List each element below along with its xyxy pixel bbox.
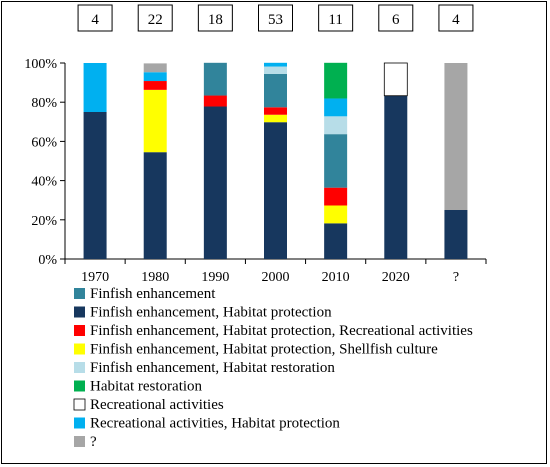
legend-label: Finfish enhancement, Habitat protection bbox=[90, 305, 332, 321]
x-tick-label: 2010 bbox=[322, 270, 350, 285]
count-box bbox=[197, 4, 233, 32]
legend-swatch bbox=[74, 362, 85, 373]
count-label: 18 bbox=[208, 12, 223, 28]
legend-swatch bbox=[74, 325, 85, 336]
bar-segment bbox=[324, 223, 348, 259]
legend-label: Finfish enhancement, Habitat restoration bbox=[90, 360, 335, 376]
bar-segment bbox=[203, 106, 227, 260]
count-box bbox=[77, 4, 113, 32]
bar-segment bbox=[324, 98, 348, 117]
legend-swatch bbox=[74, 436, 85, 447]
bar-segment bbox=[203, 95, 227, 107]
legend-label: Finfish enhancement bbox=[90, 286, 216, 302]
bar-segment bbox=[324, 187, 348, 206]
legend-label: Recreational activities bbox=[90, 397, 224, 413]
bar-segment bbox=[324, 116, 348, 135]
count-label: 22 bbox=[148, 12, 163, 28]
bar-segment bbox=[324, 134, 348, 188]
count-label: 11 bbox=[328, 12, 342, 28]
x-tick-labels: 1970 1980 1990 2000 2010 2020? bbox=[81, 270, 459, 285]
bar-segment bbox=[143, 81, 167, 90]
y-tick-label: 100% bbox=[24, 57, 57, 72]
x-tick-label: 2000 bbox=[262, 270, 290, 285]
x-tick-label: 1980 bbox=[141, 270, 169, 285]
bar-segment bbox=[384, 95, 408, 260]
bar-segment bbox=[264, 73, 287, 108]
x-tick-label: 1990 bbox=[201, 270, 229, 285]
count-box bbox=[258, 4, 293, 32]
legend-swatch bbox=[74, 288, 85, 299]
y-tick-label: 0% bbox=[38, 253, 57, 268]
bar-segment bbox=[143, 89, 167, 153]
bar-segment bbox=[264, 122, 287, 259]
legend-swatch bbox=[74, 306, 85, 318]
legend-label: Finfish enhancement, Habitat protection,… bbox=[90, 323, 473, 339]
count-box bbox=[438, 4, 474, 32]
y-tick-label: 60% bbox=[31, 135, 57, 150]
bar-segment bbox=[143, 63, 167, 73]
y-tick-label: 20% bbox=[31, 214, 57, 229]
count-box bbox=[318, 4, 354, 32]
bar-stacks bbox=[83, 62, 468, 260]
legend-swatch bbox=[74, 343, 85, 355]
bar-segment bbox=[383, 62, 408, 97]
count-label: 4 bbox=[452, 12, 460, 28]
bar-segment bbox=[83, 63, 107, 112]
y-tick-label: 40% bbox=[31, 175, 57, 190]
legend: Finfish enhancement Finfish enhancement, … bbox=[73, 286, 473, 450]
legend-label: Finfish enhancement, Habitat protection,… bbox=[90, 342, 438, 358]
legend-swatch bbox=[74, 380, 85, 392]
count-boxes: 4 22 18 53 11 6 4 bbox=[77, 4, 474, 32]
y-tick-label: 80% bbox=[31, 96, 57, 111]
legend-label: Recreational activities, Habitat protect… bbox=[90, 416, 340, 432]
count-box bbox=[137, 4, 173, 32]
count-label: 53 bbox=[268, 12, 283, 28]
legend-label: Habitat restoration bbox=[90, 379, 203, 395]
count-label: 4 bbox=[91, 12, 99, 28]
bar-segment bbox=[324, 62, 348, 99]
legend-label: ? bbox=[90, 434, 97, 450]
x-tick-label: 1970 bbox=[81, 270, 109, 285]
bar-segment bbox=[264, 62, 287, 67]
bar-segment bbox=[444, 63, 468, 210]
bar-segment bbox=[324, 205, 348, 224]
bar-segment bbox=[83, 112, 107, 259]
bar-segment bbox=[143, 152, 167, 259]
bar-segment bbox=[143, 72, 167, 82]
bar-segment bbox=[444, 210, 468, 259]
x-tick-label: ? bbox=[453, 270, 459, 285]
legend-swatch bbox=[73, 398, 86, 411]
count-box bbox=[378, 4, 414, 32]
bar-segment bbox=[264, 114, 287, 123]
legend-swatch bbox=[74, 417, 85, 429]
y-tick-labels: 0% 20% 40% 60% 80% 100% bbox=[24, 57, 57, 268]
x-tick-label: 2020 bbox=[382, 270, 410, 285]
bar-segment bbox=[264, 66, 287, 74]
bar-segment bbox=[203, 62, 227, 96]
count-label: 6 bbox=[392, 12, 400, 28]
bar-segment bbox=[264, 107, 287, 115]
